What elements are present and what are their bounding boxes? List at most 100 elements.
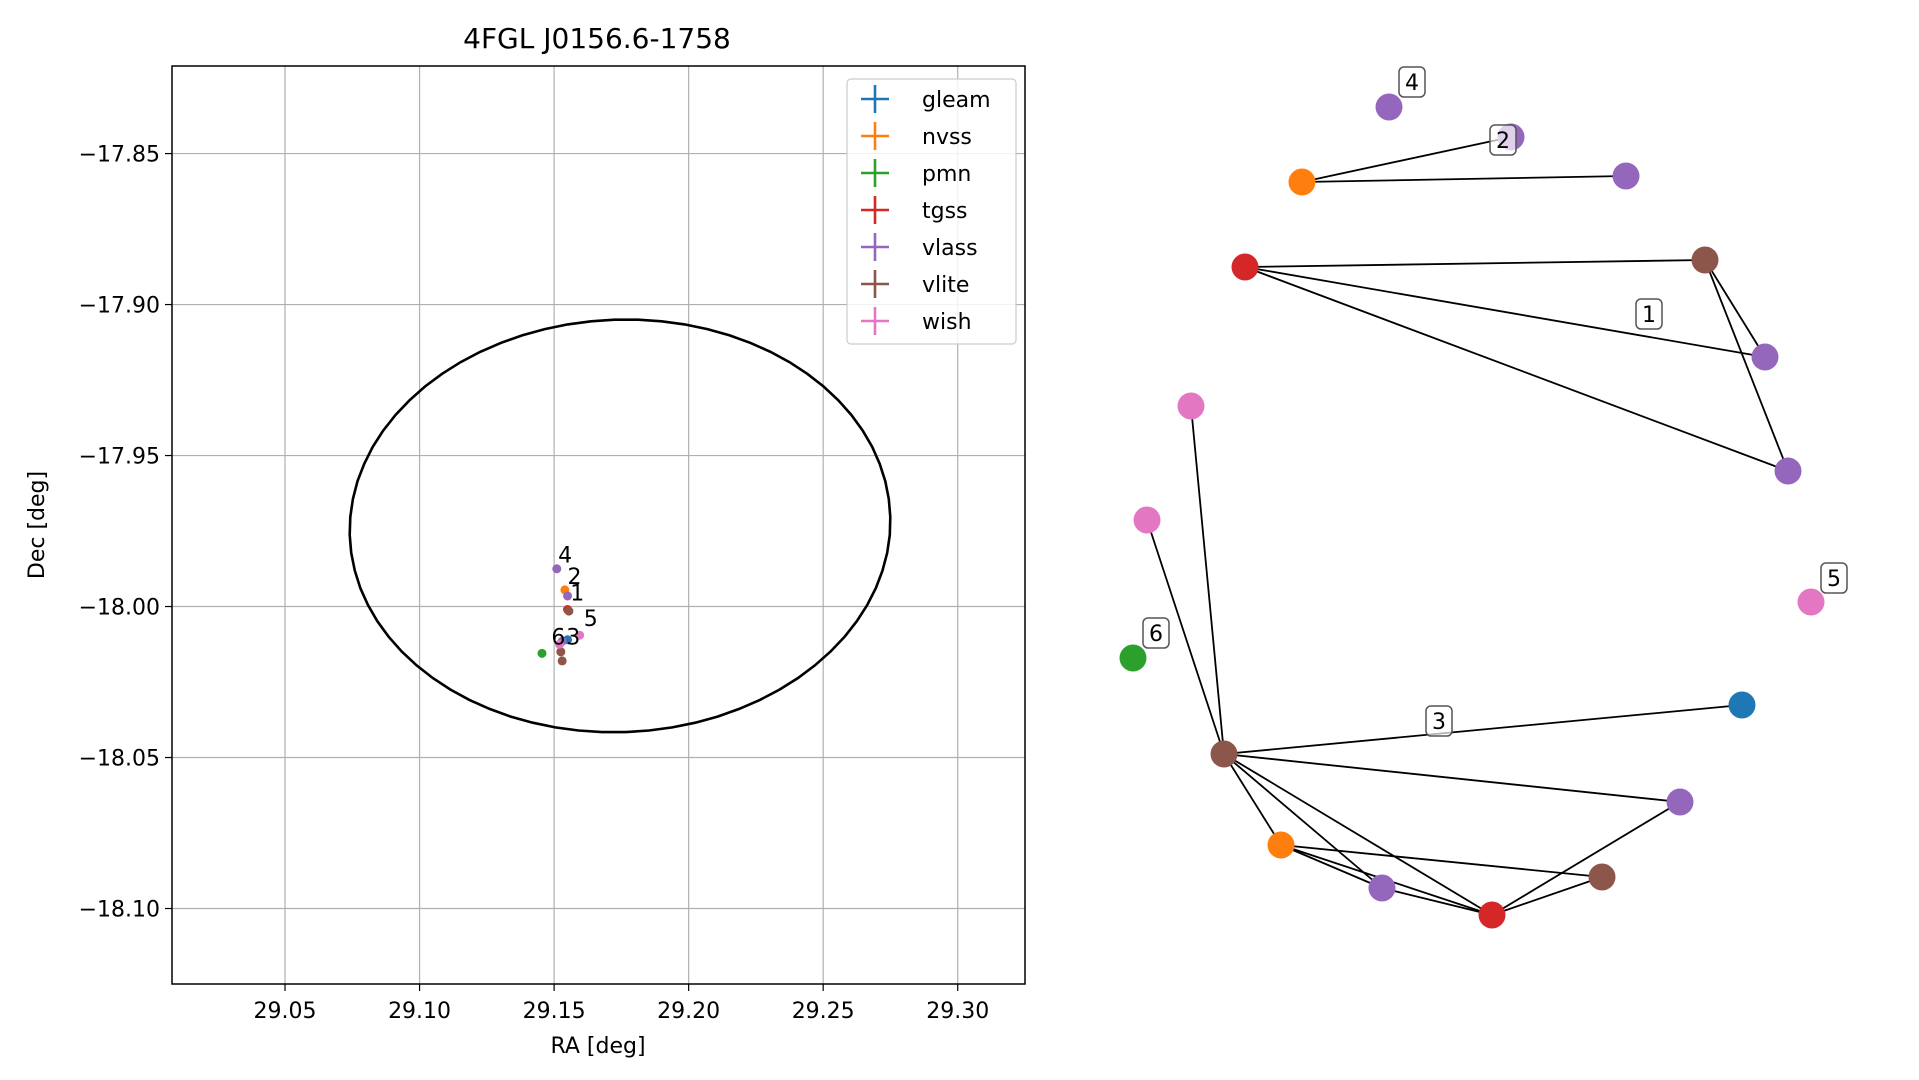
legend-label: nvss [922,125,972,150]
group-label: 6 [1142,617,1170,649]
network-edge [1491,801,1681,916]
network-edge [1190,405,1225,755]
network-node-tgss [1478,901,1506,929]
network-nodes [1119,93,1825,929]
y-axis-label: Dec [deg] [25,471,50,579]
y-tick-label: −17.85 [79,143,160,168]
point-vlite [556,647,566,657]
network-node-tgss [1231,253,1259,281]
group-label: 1 [1635,298,1663,330]
point-vlass [552,564,562,574]
network-edge [1223,753,1383,889]
network-node-vlite [1210,740,1238,768]
x-tick-label: 29.05 [254,999,317,1024]
network-edge [1244,259,1706,268]
network-edge [1223,753,1282,846]
network-node-vlass [1666,788,1694,816]
group-label-text: 6 [1149,622,1163,647]
network-node-vlite [1691,246,1719,274]
x-tick-label: 29.10 [388,999,451,1024]
match-network: 4 2 1 5 6 3 [1119,66,1848,929]
y-tick-label: −18.05 [79,747,160,772]
network-edge [1301,175,1627,183]
annotation-label: 4 [558,544,572,569]
network-edge [1223,753,1681,803]
group-label-text: 5 [1827,567,1841,592]
legend-label: tgss [922,199,968,224]
x-tick-label: 29.15 [523,999,586,1024]
network-edge [1301,136,1512,183]
annotation-label: 5 [584,607,598,632]
group-label: 3 [1425,705,1453,737]
localization-ellipse [348,318,892,734]
network-edge [1146,519,1225,755]
annotation-label: 2 [568,565,582,590]
network-node-wish [1177,392,1205,420]
network-node-vlass [1612,162,1640,190]
legend-label: vlass [922,236,978,261]
group-label-box [1635,298,1663,330]
annotation-label: 1 [570,581,584,606]
chart-title: 4FGL J0156.6-1758 [463,22,731,55]
legend-label: pmn [922,162,971,187]
network-edge [1280,844,1603,878]
group-label-text: 1 [1642,303,1656,328]
y-tick-label: −17.90 [79,294,160,319]
network-edges [1146,136,1789,916]
point-wish [554,639,564,649]
group-label-box [1142,617,1170,649]
group-label: 5 [1820,562,1848,594]
data-points [537,564,585,666]
group-label-text: 2 [1496,129,1510,154]
network-node-vlite [1588,863,1616,891]
annotation-label: 3 [566,625,580,650]
legend: gleam nvss pmn tgss vlass vlite wish [846,78,1017,345]
network-node-pmn [1119,644,1147,672]
network-node-vlass [1751,343,1779,371]
network-node-wish [1797,588,1825,616]
x-axis-ticks: 29.05 29.10 29.15 29.20 29.25 29.30 [254,984,989,1024]
group-label-text: 4 [1405,71,1419,96]
group-label: 4 [1398,66,1426,98]
network-node-vlass [1368,874,1396,902]
network-node-gleam [1728,691,1756,719]
group-label-box [1489,124,1517,156]
network-edge [1491,876,1603,916]
network-edge [1223,753,1493,916]
y-tick-label: −17.95 [79,445,160,470]
point-vlite [557,656,567,666]
legend-label: vlite [922,273,969,298]
network-node-nvss [1288,168,1316,196]
group-label-text: 3 [1432,710,1446,735]
legend-label: wish [922,310,972,335]
legend-entry-tgss: tgss [861,196,968,224]
legend-entry-gleam: gleam [861,85,991,113]
group-label: 2 [1489,124,1517,156]
group-label-box [1820,562,1848,594]
network-edge [1280,844,1383,889]
legend-entry-vlass: vlass [861,233,978,261]
annotation-label: 6 [551,625,565,650]
network-edge [1704,259,1789,472]
legend-entry-nvss: nvss [861,122,972,150]
group-label-box [1425,705,1453,737]
network-edge [1704,259,1766,358]
network-edge [1244,266,1766,358]
network-edge [1381,887,1493,916]
x-tick-label: 29.25 [792,999,855,1024]
legend-entry-vlite: vlite [861,270,969,298]
group-label-box [1398,66,1426,98]
network-node-vlass [1375,93,1403,121]
legend-label: gleam [922,88,991,113]
x-tick-label: 29.20 [657,999,720,1024]
y-tick-label: −18.00 [79,596,160,621]
network-node-vlass [1774,457,1802,485]
x-tick-label: 29.30 [926,999,989,1024]
x-axis-label: RA [deg] [550,1034,645,1059]
localization-ellipse-layer [348,318,892,734]
point-vlass [563,591,573,601]
network-edge [1223,704,1743,755]
